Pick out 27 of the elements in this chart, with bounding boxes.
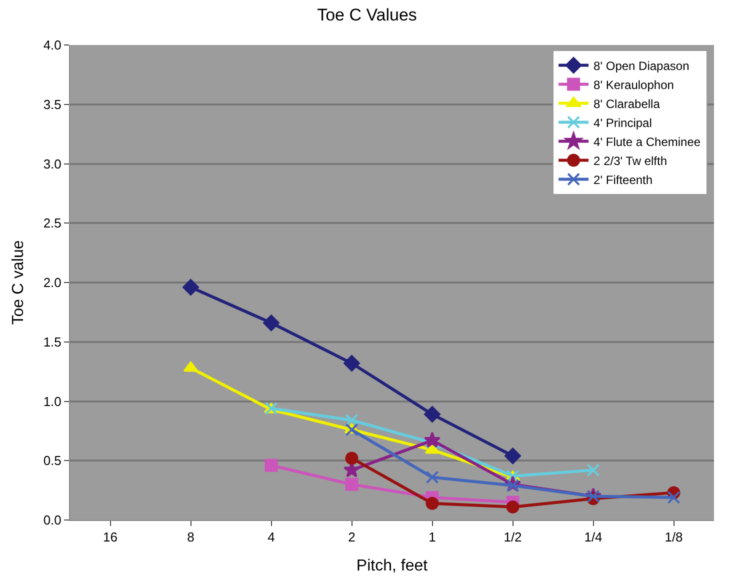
legend-label: 8' Clarabella [594,96,660,111]
chart-title: Toe C Values [317,6,417,25]
y-tick-label: 2.0 [43,275,62,290]
y-tick-label: 2.5 [43,216,62,231]
x-tick-label: 8 [187,530,194,545]
x-axis-title: Pitch, feet [356,557,428,574]
x-tick-label: 1/2 [504,530,522,545]
y-axis-title: Toe C value [10,240,28,325]
legend-label: 8' Keraulophon [594,78,674,92]
y-tick-label: 3.0 [43,156,62,172]
legend-label: 8' Open Diapason [594,58,690,73]
legend-label: 4' Flute a Cheminee [594,134,701,149]
y-tick-label: 0.0 [43,512,62,528]
y-tick-label: 4.0 [43,38,62,53]
y-tick-label: 0.5 [43,453,62,468]
x-tick-label: 1/4 [584,530,602,545]
y-tick-label: 1.0 [43,394,62,409]
x-tick-label: 2 [348,530,356,545]
legend-label: 2' Fifteenth [594,172,653,187]
legend-label: 2 2/3' Tw elfth [594,154,668,168]
x-tick-label: 1/8 [664,530,683,545]
legend-label: 4' Principal [594,116,652,130]
x-tick-label: 4 [268,530,275,545]
x-tick-label: 1 [428,530,436,545]
y-tick-label: 3.5 [43,96,62,112]
x-tick-label: 16 [103,530,118,545]
y-tick-label: 1.5 [43,334,62,350]
